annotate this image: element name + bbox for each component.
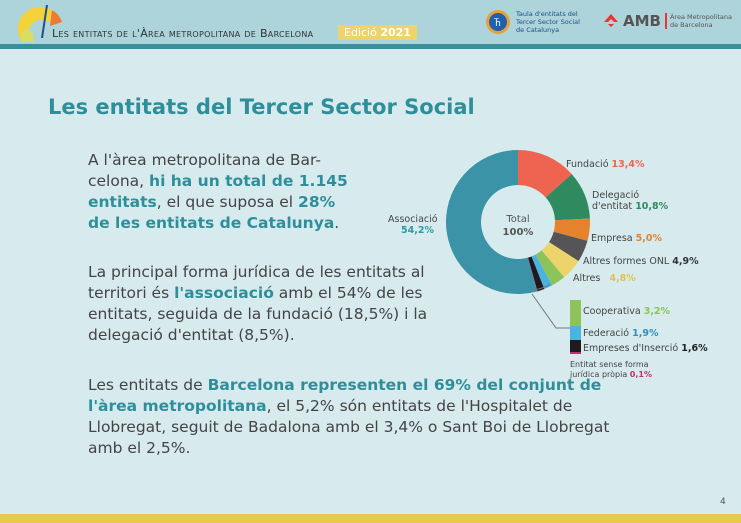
breakout-bar-federacio [570,326,581,340]
slice-empresa [553,218,590,241]
edition-badge: Edició 2021 [338,25,417,40]
amb-logo: AMB Àrea Metropolitana de Barcelona [603,12,735,30]
taula-text: Taula d'entitats del Tercer Sector Socia… [516,10,580,34]
center-value: 100% [503,227,534,238]
slice-altres-formes-onl [549,231,588,262]
amb-name: AMB [623,12,661,30]
paragraph-1: A l'àrea metropolitana de Bar-celona, hi… [88,150,358,234]
svg-text:h̅: h̅ [494,17,501,29]
page-number: 4 [720,497,726,507]
breakout-bar-empreses-insercio [570,340,581,352]
slice-empreses-d-inserci- [527,256,545,292]
edition-label: Edició [344,26,377,39]
text: A l'àrea metropolitana de Bar-celona, [88,151,321,190]
slice-federaci- [531,254,553,290]
breakout-bracket [533,283,551,291]
center-label: Total [505,214,529,225]
label-cooperativa: Cooperativa 3,2% [583,306,671,317]
footer-bar [0,514,741,523]
label-delegacio: Delegació d'entitat 10,8% [592,190,669,212]
amb-subtitle: Àrea Metropolitana de Barcelona [664,13,735,29]
label-federacio: Federació 1,9% [583,328,659,339]
text: . [334,214,340,232]
highlight: hi ha un total de 1.145 entitats [88,172,348,211]
edition-year: 2021 [380,26,411,39]
header-title: Les entitats de l'Àrea metropolitana de … [52,27,314,40]
text: amb el 54% de les entitats, seguida de l… [88,284,428,344]
label-altres-onl: Altres formes ONL 4,9% [583,256,699,267]
amb-arrow-icon [604,14,618,27]
breakout-bar-cooperativa [570,300,581,326]
breakout-bar-sense-forma [570,352,581,354]
page-title: Les entitats del Tercer Sector Social [48,95,475,119]
taula-logo: h̅ Taula d'entitats del Tercer Sector So… [485,9,586,35]
taula-emblem-icon: h̅ [486,10,510,34]
gauge-logo-icon [17,4,62,42]
header-divider [0,44,741,49]
label-fundacio: Fundació 13,4% [566,159,645,170]
label-empreses-insercio: Empreses d'Inserció 1,6% [583,343,708,354]
label-associacio: Associació 54,2% [388,214,438,236]
label-empresa: Empresa 5,0% [591,233,662,244]
breakout-connector [531,293,570,329]
slice-cooperativa [535,250,565,286]
slice-delegaci-d-entitat [545,174,590,221]
text: , el 5,2% són entitats de l'Hospitalet d… [88,397,610,457]
text: , el que suposa el [156,193,299,211]
label-altres: Altres 4,8% [573,273,636,284]
paragraph-3: Les entitats de Barcelona representen el… [88,375,643,459]
slice-fundaci- [518,150,572,198]
header: Les entitats de l'Àrea metropolitana de … [0,0,741,44]
highlight: Barcelona representen el 69% del conjunt… [88,376,602,415]
highlight: 28% de les entitats de Catalunya [88,193,336,232]
text: La principal forma jurídica de les entit… [88,263,425,302]
paragraph-2: La principal forma jurídica de les entit… [88,262,473,346]
text: Les entitats de [88,376,208,394]
highlight: l'associació [174,284,274,302]
slice-entitat-sense-forma-jur-dica-pr-pia [527,257,538,292]
label-sense-forma: Entitat sense forma jurídica pròpia 0,1% [570,360,652,379]
